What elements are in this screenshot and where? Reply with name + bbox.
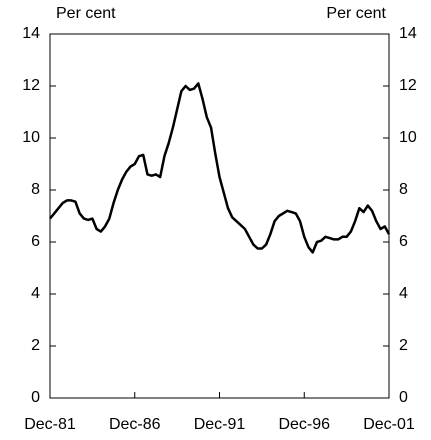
y-tick-label: 2 (31, 337, 40, 354)
y2-tick-label: 6 (399, 233, 408, 250)
y2-tick-label: 4 (399, 285, 408, 302)
y-axis-label: Per cent (56, 5, 116, 22)
y-tick-label: 10 (22, 129, 40, 146)
y-tick-label: 12 (22, 77, 40, 94)
x-tick-label: Dec-91 (194, 416, 246, 433)
y-tick-label: 6 (31, 233, 40, 250)
line-series (49, 82, 391, 254)
y2-tick-label: 2 (399, 337, 408, 354)
y-tick-label: 14 (22, 25, 40, 42)
y2-tick-label: 14 (399, 25, 417, 42)
y2-tick-label: 8 (399, 181, 408, 198)
y2-axis-label: Per cent (326, 5, 386, 22)
y-tick-label: 4 (31, 285, 40, 302)
y-tick-label: 0 (31, 389, 40, 406)
y-tick-label: 8 (31, 181, 40, 198)
x-tick-label: Dec-86 (109, 416, 161, 433)
y2-tick-label: 0 (399, 389, 408, 406)
x-tick-label: Dec-01 (363, 416, 415, 433)
x-tick-label: Dec-81 (24, 416, 76, 433)
y2-tick-label: 12 (399, 77, 417, 94)
plot-frame (49, 33, 390, 399)
x-tick-label: Dec-96 (278, 416, 330, 433)
y2-tick-label: 10 (399, 129, 417, 146)
